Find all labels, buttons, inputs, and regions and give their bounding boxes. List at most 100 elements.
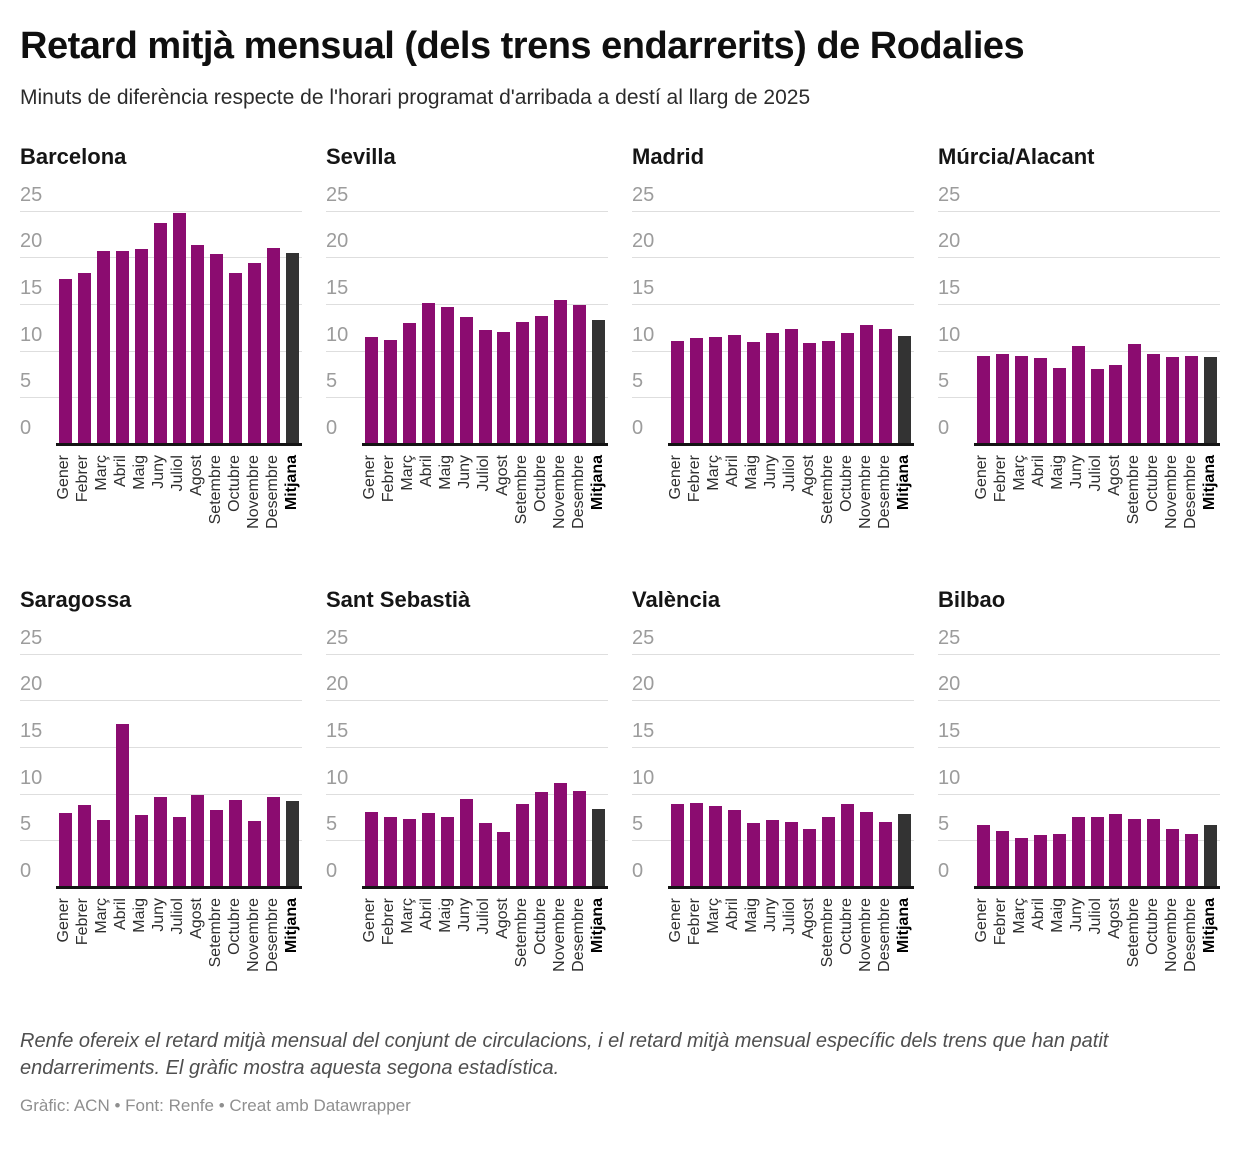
y-tick-label-20: 20 (326, 230, 349, 253)
bar-maig (1052, 833, 1066, 888)
x-label-setembre: Setembre (206, 897, 224, 968)
y-tick-label-10: 10 (938, 766, 961, 789)
charts-grid: Barcelona 0 5 10 15 20 25 Gener Febrer Març Abril M… (20, 144, 1220, 990)
bar-setembre (516, 321, 530, 445)
x-label-mitjana: Mitjana (1200, 897, 1218, 953)
chart-panel-barcelona: Barcelona 0 5 10 15 20 25 Gener Febrer Març Abril M… (20, 144, 302, 547)
bar-juny (765, 333, 779, 445)
panel-title-murcia-alacant: Múrcia/Alacant (938, 143, 1095, 169)
x-label-marc: Març (93, 454, 111, 491)
y-tick-label-15: 15 (326, 277, 349, 299)
bar-mitjana (898, 814, 912, 888)
x-label-marc: Març (1011, 454, 1029, 491)
bar-juliol (172, 817, 186, 888)
x-label-mitjana: Mitjana (894, 897, 912, 953)
y-tick-label-0: 0 (938, 416, 950, 439)
x-axis-line (974, 885, 1220, 889)
x-label-febrer: Febrer (380, 454, 398, 502)
bar-febrer (383, 340, 397, 445)
bar-febrer (995, 830, 1009, 888)
x-label-juny: Juny (456, 897, 474, 932)
x-label-abril: Abril (112, 897, 130, 930)
x-label-desembre: Desembre (1181, 897, 1199, 972)
bar-marc (96, 250, 110, 445)
gridline-15 (938, 304, 1220, 305)
x-axis-line (974, 442, 1220, 446)
plot-area-saragossa: 0 5 10 15 20 25 (20, 627, 302, 889)
y-tick-label-10: 10 (632, 323, 655, 346)
gridline-15 (632, 304, 914, 305)
x-label-setembre: Setembre (206, 454, 224, 525)
bar-juliol (478, 822, 492, 888)
x-label-setembre: Setembre (512, 897, 530, 968)
bar-mitjana (898, 335, 912, 445)
x-label-juny: Juny (1068, 454, 1086, 489)
bar-desembre (267, 797, 281, 888)
x-axis-line (56, 442, 302, 446)
bar-abril (115, 723, 129, 888)
y-tick-label-20: 20 (938, 673, 961, 696)
gridline-15 (326, 747, 608, 748)
y-tick-label-0: 0 (632, 859, 644, 882)
gridline-25 (938, 210, 1220, 212)
x-label-juny: Juny (456, 454, 474, 489)
bar-novembre (1166, 357, 1180, 445)
x-label-agost: Agost (187, 897, 205, 939)
gridline-25 (20, 210, 302, 212)
x-label-febrer: Febrer (686, 897, 704, 945)
y-tick-label-0: 0 (20, 859, 32, 882)
bar-juny (1071, 817, 1085, 888)
y-tick-label-20: 20 (20, 230, 43, 253)
x-label-mitjana: Mitjana (894, 454, 912, 510)
bar-marc (1014, 837, 1028, 888)
x-label-abril: Abril (724, 897, 742, 930)
gridline-20 (20, 700, 302, 702)
x-label-juliol: Juliol (169, 897, 186, 935)
bar-marc (402, 322, 416, 445)
x-label-abril: Abril (112, 454, 130, 487)
bar-gener (58, 813, 72, 888)
panel-title-madrid: Madrid (632, 143, 705, 169)
bar-gener (364, 336, 378, 445)
bar-agost (497, 332, 511, 445)
x-labels-madrid: Gener Febrer Març Abril Maig Juny Juliol Agost S… (632, 451, 914, 547)
x-label-agost: Agost (187, 454, 205, 496)
panel-title-valencia: València (632, 586, 721, 612)
bar-maig (134, 815, 148, 888)
x-label-octubre: Octubre (225, 897, 243, 955)
x-label-desembre: Desembre (875, 897, 893, 972)
x-label-octubre: Octubre (1143, 454, 1161, 512)
y-tick-label-5: 5 (632, 370, 644, 393)
x-label-setembre: Setembre (512, 454, 530, 525)
x-label-maig: Maig (437, 454, 455, 490)
x-label-agost: Agost (799, 897, 817, 939)
bar-setembre (210, 810, 224, 888)
bar-setembre (1128, 344, 1142, 445)
x-labels-valencia: Gener Febrer Març Abril Maig Juny Juliol Agost S… (632, 894, 914, 990)
x-labels-barcelona: Gener Febrer Març Abril Maig Juny Juliol Agost S… (20, 451, 302, 547)
bar-setembre (210, 253, 224, 445)
bar-febrer (383, 817, 397, 888)
bar-gener (976, 356, 990, 445)
x-label-maig: Maig (1049, 897, 1067, 933)
x-label-maig: Maig (131, 897, 149, 933)
chart-panel-sevilla: Sevilla 0 5 10 15 20 25 Gener Febrer Març Abril Mai… (326, 144, 608, 547)
gridline-20 (632, 700, 914, 702)
x-labels-sant-sebastia: Gener Febrer Març Abril Maig Juny Juliol Agost S… (326, 894, 608, 990)
x-label-juliol: Juliol (781, 454, 798, 492)
x-label-gener: Gener (55, 897, 73, 943)
y-tick-label-5: 5 (326, 813, 338, 836)
plot-area-madrid: 0 5 10 15 20 25 (632, 184, 914, 446)
x-label-setembre: Setembre (818, 897, 836, 968)
gridline-25 (326, 653, 608, 655)
bar-abril (421, 813, 435, 888)
gridline-25 (20, 653, 302, 655)
y-tick-label-10: 10 (326, 323, 349, 346)
x-label-desembre: Desembre (263, 454, 281, 529)
x-label-juny: Juny (150, 454, 168, 489)
x-label-novembre: Novembre (244, 897, 262, 972)
bar-desembre (573, 790, 587, 888)
bar-marc (1014, 356, 1028, 445)
footnote: Renfe ofereix el retard mitjà mensual de… (20, 1029, 1109, 1079)
bar-maig (1052, 368, 1066, 445)
